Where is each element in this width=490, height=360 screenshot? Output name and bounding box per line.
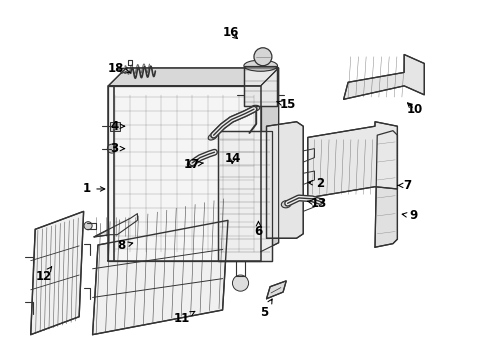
Text: 15: 15 xyxy=(277,98,296,111)
Text: 8: 8 xyxy=(118,239,133,252)
Polygon shape xyxy=(244,68,277,106)
Text: 13: 13 xyxy=(308,197,327,210)
Polygon shape xyxy=(343,54,424,99)
Text: 17: 17 xyxy=(184,158,203,171)
Circle shape xyxy=(107,144,116,153)
Text: 5: 5 xyxy=(260,299,272,319)
Text: 3: 3 xyxy=(110,142,124,155)
Polygon shape xyxy=(94,213,137,237)
Ellipse shape xyxy=(250,105,260,111)
Polygon shape xyxy=(31,211,84,335)
Text: 9: 9 xyxy=(402,210,417,222)
Ellipse shape xyxy=(208,133,217,140)
Text: 12: 12 xyxy=(36,267,52,283)
Circle shape xyxy=(254,48,272,66)
Text: 10: 10 xyxy=(406,103,422,116)
Text: 14: 14 xyxy=(225,152,241,165)
Polygon shape xyxy=(267,281,286,299)
FancyBboxPatch shape xyxy=(110,122,120,131)
Polygon shape xyxy=(308,122,397,198)
Polygon shape xyxy=(375,131,397,247)
Ellipse shape xyxy=(244,60,277,71)
Polygon shape xyxy=(93,220,228,335)
Polygon shape xyxy=(261,68,279,252)
Polygon shape xyxy=(108,86,261,261)
Text: 16: 16 xyxy=(222,27,239,40)
Text: 2: 2 xyxy=(308,177,324,190)
Text: 4: 4 xyxy=(110,120,124,133)
Polygon shape xyxy=(218,131,272,261)
Text: 7: 7 xyxy=(398,179,411,192)
Circle shape xyxy=(84,222,92,230)
Ellipse shape xyxy=(281,201,291,208)
Text: 6: 6 xyxy=(254,221,263,238)
Text: 18: 18 xyxy=(108,62,130,75)
Text: 11: 11 xyxy=(173,311,195,325)
Polygon shape xyxy=(267,122,303,238)
Text: 1: 1 xyxy=(83,183,105,195)
Circle shape xyxy=(232,275,248,291)
Ellipse shape xyxy=(187,161,195,167)
Polygon shape xyxy=(108,68,279,86)
